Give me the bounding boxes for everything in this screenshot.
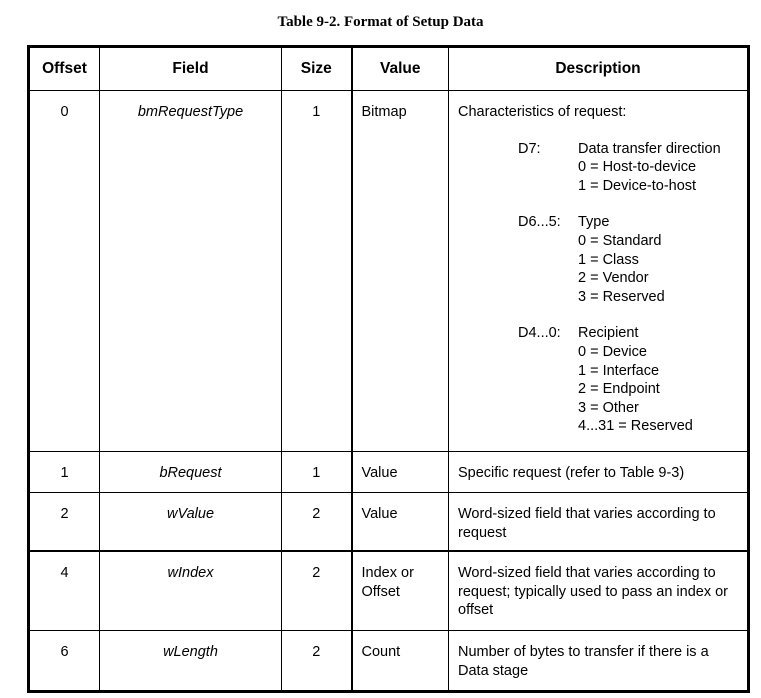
bit-label: D6...5: xyxy=(518,214,561,231)
bit-group-d7: D7: Data transfer direction 0 = Host-to-… xyxy=(518,140,738,196)
cell-size: 2 xyxy=(281,550,352,631)
header-row: Offset Field Size Value Description xyxy=(28,46,749,91)
cell-value: Count xyxy=(350,630,449,692)
header-value: Value xyxy=(350,46,449,91)
cell-offset: 2 xyxy=(28,492,100,552)
cell-field: wValue xyxy=(99,492,282,552)
cell-offset: 4 xyxy=(28,550,100,631)
cell-size: 1 xyxy=(281,451,352,493)
table-row: 4 wIndex 2 Index or Offset Word-sized fi… xyxy=(28,550,749,631)
cell-description: Word-sized field that varies according t… xyxy=(448,492,749,552)
bit-label: D4...0: xyxy=(518,325,561,342)
table-row: 1 bRequest 1 Value Specific request (ref… xyxy=(28,451,749,493)
cell-field: bRequest xyxy=(99,451,282,493)
header-offset: Offset xyxy=(28,46,100,91)
bit-line: Data transfer direction xyxy=(578,140,721,157)
description-text: Characteristics of request: xyxy=(458,104,627,120)
cell-size: 1 xyxy=(281,90,352,452)
table-row: 2 wValue 2 Value Word-sized field that v… xyxy=(28,492,749,552)
bit-line: Recipient xyxy=(578,325,639,342)
cell-value: Index or Offset xyxy=(350,550,449,631)
header-field: Field xyxy=(99,46,282,91)
cell-offset: 0 xyxy=(28,90,100,452)
bit-line: 4...31 = Reserved xyxy=(578,418,693,435)
bit-line: 3 = Reserved xyxy=(578,288,665,305)
bit-line: 1 = Interface xyxy=(578,362,660,379)
bit-lines: Type 0 = Standard 1 = Class 2 = Vendor 3… xyxy=(578,213,665,306)
cell-offset: 6 xyxy=(28,630,100,692)
bit-lines: Data transfer direction 0 = Host-to-devi… xyxy=(578,140,721,196)
cell-field: wIndex xyxy=(99,550,282,631)
bit-line: 3 = Other xyxy=(578,399,639,416)
bit-line: 0 = Device xyxy=(578,343,647,360)
cell-size: 2 xyxy=(281,492,352,552)
bit-line: 2 = Vendor xyxy=(578,270,649,287)
cell-size: 2 xyxy=(281,630,352,692)
header-size: Size xyxy=(281,46,352,91)
setup-data-table: Offset Field Size Value Description 0 bm… xyxy=(27,45,750,693)
cell-description: Characteristics of request: D7: Data tra… xyxy=(448,90,749,452)
table-title: Table 9-2. Format of Setup Data xyxy=(277,14,484,30)
cell-value: Bitmap xyxy=(350,90,449,452)
table-row: 6 wLength 2 Count Number of bytes to tra… xyxy=(28,630,749,692)
table-row: 0 bmRequestType 1 Bitmap Characteristics… xyxy=(28,90,749,452)
cell-field: wLength xyxy=(99,630,282,692)
bit-line: 1 = Class xyxy=(578,251,639,268)
bit-lines: Recipient 0 = Device 1 = Interface 2 = E… xyxy=(578,324,693,436)
bit-line: 0 = Standard xyxy=(578,232,662,249)
cell-offset: 1 xyxy=(28,451,100,493)
cell-description: Specific request (refer to Table 9-3) xyxy=(448,451,749,493)
cell-field: bmRequestType xyxy=(99,90,282,452)
bit-line: Type xyxy=(578,214,610,231)
bit-line: 0 = Host-to-device xyxy=(578,159,697,176)
cell-description: Word-sized field that varies according t… xyxy=(448,550,749,631)
cell-value: Value xyxy=(350,492,449,552)
bit-line: 2 = Endpoint xyxy=(578,381,660,398)
header-description: Description xyxy=(448,46,749,91)
bit-group-d4-0: D4...0: Recipient 0 = Device 1 = Interfa… xyxy=(518,324,738,436)
cell-value: Value xyxy=(350,451,449,493)
bit-group-d6-5: D6...5: Type 0 = Standard 1 = Class 2 = … xyxy=(518,213,738,306)
bit-label: D7: xyxy=(518,140,541,157)
cell-description: Number of bytes to transfer if there is … xyxy=(448,630,749,692)
bit-line: 1 = Device-to-host xyxy=(578,177,697,194)
